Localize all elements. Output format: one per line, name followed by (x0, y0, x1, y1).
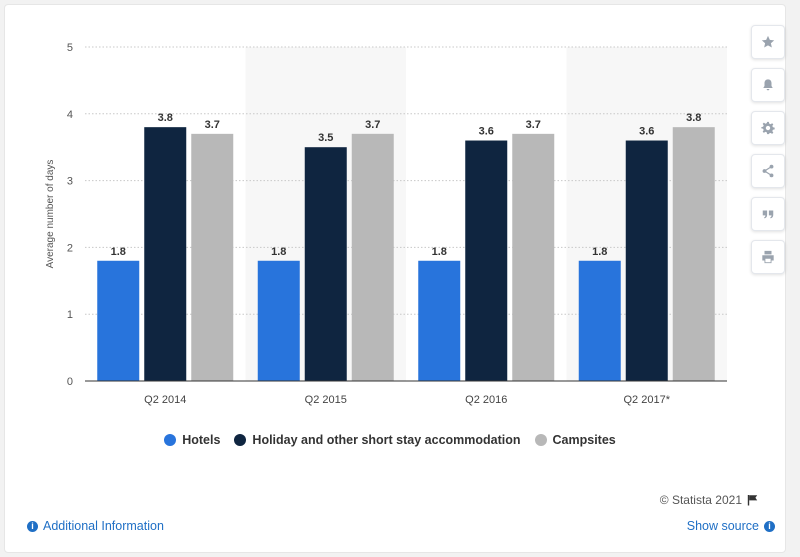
favorite-button[interactable] (751, 25, 785, 59)
bar (465, 140, 508, 381)
bar (512, 133, 555, 381)
bar-chart: 1.8 3.8 3.7 1.8 3.5 3.7 1.8 3.6 3.7 1.8 3.6 3.8 0 1 2… (45, 42, 727, 406)
additional-information-link[interactable]: i Additional Information (27, 519, 164, 533)
data-label: 3.7 (365, 119, 380, 131)
flag-icon (747, 495, 758, 506)
legend-item-holiday[interactable]: Holiday and other short stay accommodati… (234, 433, 521, 447)
data-label: 1.8 (271, 246, 286, 258)
y-tick-label: 3 (67, 176, 73, 188)
settings-button[interactable] (751, 111, 785, 145)
x-tick-label: Q2 2015 (305, 394, 347, 406)
bar (144, 127, 187, 381)
x-tick-label: Q2 2014 (144, 394, 186, 406)
cite-button[interactable] (751, 197, 785, 231)
y-tick-label: 1 (67, 309, 73, 321)
bar (351, 133, 394, 381)
bar (418, 260, 461, 381)
y-tick-label: 2 (67, 242, 73, 254)
x-tick-label: Q2 2017* (624, 394, 671, 406)
star-icon (761, 35, 775, 48)
data-label: 3.8 (158, 112, 173, 124)
bar (672, 127, 715, 381)
legend-marker (164, 434, 177, 446)
statista-credit: © Statista 2021 (660, 493, 759, 507)
share-icon (762, 164, 774, 178)
y-tick-label: 4 (67, 109, 73, 121)
y-tick-label: 5 (67, 42, 73, 54)
print-icon (762, 250, 774, 264)
x-tick-label: Q2 2016 (465, 394, 507, 406)
show-source-label: Show source (686, 519, 759, 533)
info-icon: i (764, 520, 775, 532)
print-button[interactable] (751, 240, 785, 274)
legend-item-campsites[interactable]: Campsites (534, 433, 616, 447)
credit-text: © Statista 2021 (659, 493, 742, 507)
data-label: 1.8 (592, 246, 607, 258)
y-axis-label: Average number of days (45, 160, 56, 269)
show-source-link[interactable]: Show source i (687, 519, 775, 533)
data-label: 3.5 (318, 132, 333, 144)
chart-card: 1.8 3.8 3.7 1.8 3.5 3.7 1.8 3.6 3.7 1.8 3.6 3.8 0 1 2… (4, 4, 786, 553)
data-label: 1.8 (432, 246, 447, 258)
additional-information-label: Additional Information (43, 519, 164, 533)
y-tick-label: 0 (67, 376, 73, 388)
bar (97, 260, 140, 381)
share-button[interactable] (751, 154, 785, 188)
bar (625, 140, 668, 381)
chart-legend: Hotels Holiday and other short stay acco… (5, 433, 775, 447)
bar (304, 147, 347, 381)
info-icon: i (27, 520, 38, 532)
data-label: 1.8 (111, 246, 126, 258)
legend-label: Campsites (552, 433, 616, 447)
data-label: 3.8 (686, 112, 701, 124)
legend-label: Holiday and other short stay accommodati… (252, 433, 521, 447)
toolbar-sidebar (751, 25, 785, 283)
data-label: 3.6 (479, 126, 494, 138)
data-label: 3.6 (639, 126, 654, 138)
legend-marker (534, 434, 547, 446)
legend-label: Hotels (182, 433, 221, 447)
quote-icon (762, 210, 774, 219)
gear-icon (761, 121, 775, 135)
notification-button[interactable] (751, 68, 785, 102)
legend-marker (234, 434, 247, 446)
bell-icon (763, 79, 773, 91)
legend-item-hotels[interactable]: Hotels (164, 433, 220, 447)
bar (578, 260, 621, 381)
data-label: 3.7 (205, 119, 220, 131)
data-label: 3.7 (526, 119, 541, 131)
bar (191, 133, 234, 381)
bar (257, 260, 300, 381)
